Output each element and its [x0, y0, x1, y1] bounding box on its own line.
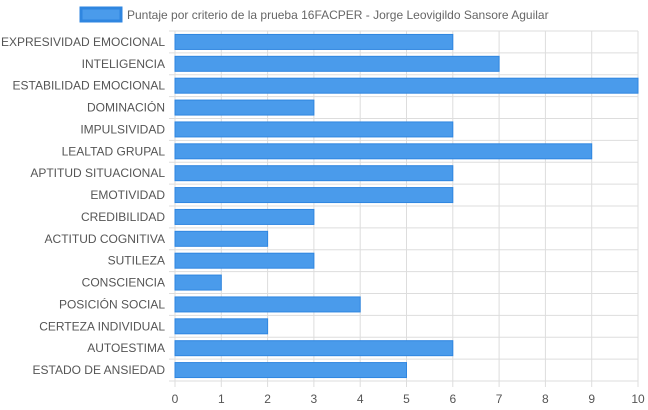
bar[interactable]	[174, 274, 222, 291]
category-label: ESTADO DE ANSIEDAD	[33, 363, 166, 377]
x-tick-label: 3	[311, 392, 318, 406]
category-label: CERTEZA INDIVIDUAL	[39, 319, 165, 333]
category-label: APTITUD SITUACIONAL	[30, 166, 165, 180]
category-label: DOMINACIÓN	[87, 100, 165, 115]
legend-swatch	[79, 6, 123, 23]
bar[interactable]	[174, 33, 454, 50]
category-label: ESTABILIDAD EMOCIONAL	[13, 79, 166, 93]
category-label: POSICIÓN SOCIAL	[59, 296, 165, 311]
x-tick-label: 7	[496, 392, 503, 406]
x-tick-label: 2	[264, 392, 271, 406]
legend-label: Puntaje por criterio de la prueba 16FACP…	[127, 8, 549, 22]
category-label: CONSCIENCIA	[82, 276, 165, 290]
category-label: CREDIBILIDAD	[81, 210, 165, 224]
x-tick-label: 6	[449, 392, 456, 406]
category-label: ACTITUD COGNITIVA	[45, 232, 165, 246]
bar[interactable]	[174, 296, 361, 313]
bar[interactable]	[174, 318, 269, 335]
category-label: IMPULSIVIDAD	[80, 122, 165, 136]
bar[interactable]	[174, 165, 454, 182]
value-axis-labels: 0 1 2 3 4 5 6 7 8 9 10	[172, 392, 645, 406]
x-tick-label: 0	[172, 392, 179, 406]
bar[interactable]	[174, 187, 454, 204]
x-tick-label: 10	[631, 392, 645, 406]
x-tick-label: 4	[357, 392, 364, 406]
chart-legend[interactable]: Puntaje por criterio de la prueba 16FACP…	[79, 6, 549, 23]
category-label: AUTOESTIMA	[87, 341, 165, 355]
x-tick-label: 8	[542, 392, 549, 406]
category-label: INTELIGENCIA	[82, 57, 165, 71]
category-axis-labels: EXPRESIVIDAD EMOCIONAL INTELIGENCIA ESTABI…	[1, 35, 165, 377]
bar[interactable]	[174, 252, 315, 269]
bar[interactable]	[174, 77, 639, 94]
bar[interactable]	[174, 362, 407, 379]
category-label: LEALTAD GRUPAL	[62, 144, 166, 158]
chart-bars	[174, 33, 639, 379]
category-label: EXPRESIVIDAD EMOCIONAL	[1, 35, 165, 49]
x-tick-label: 1	[218, 392, 225, 406]
bar[interactable]	[174, 230, 269, 247]
category-label: EMOTIVIDAD	[90, 188, 165, 202]
bar[interactable]	[174, 121, 454, 138]
bar[interactable]	[174, 340, 454, 357]
bar[interactable]	[174, 99, 315, 116]
bar[interactable]	[174, 55, 500, 72]
bar[interactable]	[174, 208, 315, 225]
bar[interactable]	[174, 143, 593, 160]
category-label: SUTILEZA	[108, 254, 165, 268]
x-tick-label: 5	[403, 392, 410, 406]
x-tick-label: 9	[588, 392, 595, 406]
